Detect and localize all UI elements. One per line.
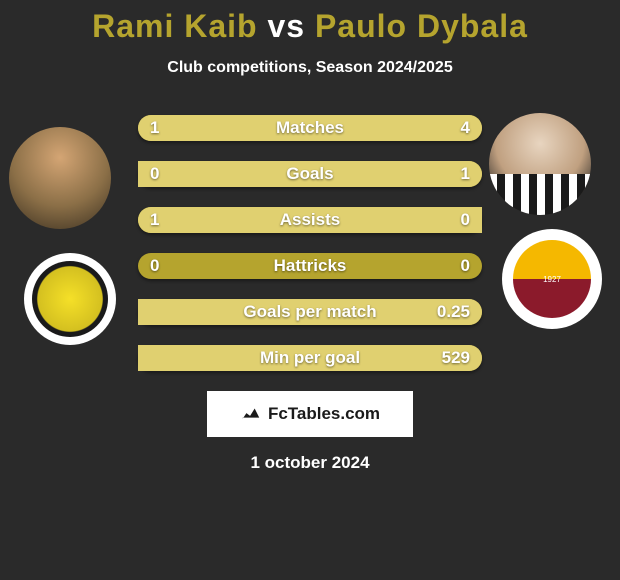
stat-value-left: 1 — [150, 210, 159, 230]
footer-date: 1 october 2024 — [0, 453, 620, 473]
player2-club-logo: 1927 — [502, 229, 602, 329]
stat-row: Goals per match 0.25 — [138, 299, 482, 325]
stat-value-right: 0 — [461, 256, 470, 276]
title-vs: vs — [267, 8, 305, 44]
stat-fill-left — [138, 115, 207, 141]
stat-row: 1 Assists 0 — [138, 207, 482, 233]
comparison-area: 1927 1 Matches 4 0 Goals 1 1 Assists 0 0 Hattricks… — [0, 115, 620, 371]
stat-label: Assists — [280, 210, 340, 230]
elfsborg-logo-icon — [32, 261, 108, 337]
stat-value-left: 1 — [150, 118, 159, 138]
title-player1: Rami Kaib — [92, 8, 257, 44]
page-title: Rami Kaib vs Paulo Dybala — [0, 0, 620, 45]
stat-label: Hattricks — [274, 256, 347, 276]
stat-row: 0 Hattricks 0 — [138, 253, 482, 279]
title-player2: Paulo Dybala — [315, 8, 528, 44]
site-name: FcTables.com — [268, 404, 380, 424]
player1-club-logo — [24, 253, 116, 345]
stat-row: Min per goal 529 — [138, 345, 482, 371]
roma-logo-icon: 1927 — [513, 240, 591, 318]
stat-fill-right — [207, 115, 482, 141]
stat-value-right: 4 — [461, 118, 470, 138]
stat-value-left: 0 — [150, 256, 159, 276]
stat-row: 1 Matches 4 — [138, 115, 482, 141]
stat-value-right: 0.25 — [437, 302, 470, 322]
subtitle: Club competitions, Season 2024/2025 — [0, 59, 620, 77]
stat-label: Goals per match — [243, 302, 376, 322]
stat-value-right: 0 — [461, 210, 470, 230]
chart-icon — [240, 403, 262, 425]
stat-row: 0 Goals 1 — [138, 161, 482, 187]
stat-label: Goals — [286, 164, 333, 184]
stat-bars: 1 Matches 4 0 Goals 1 1 Assists 0 0 Hattricks 0 Goal… — [138, 115, 482, 371]
stat-value-left: 0 — [150, 164, 159, 184]
stat-value-right: 1 — [461, 164, 470, 184]
stat-value-right: 529 — [442, 348, 470, 368]
roma-logo-year: 1927 — [543, 275, 561, 284]
site-badge: FcTables.com — [207, 391, 413, 437]
player2-avatar — [489, 113, 591, 215]
stat-label: Min per goal — [260, 348, 360, 368]
player1-avatar — [9, 127, 111, 229]
stat-label: Matches — [276, 118, 344, 138]
